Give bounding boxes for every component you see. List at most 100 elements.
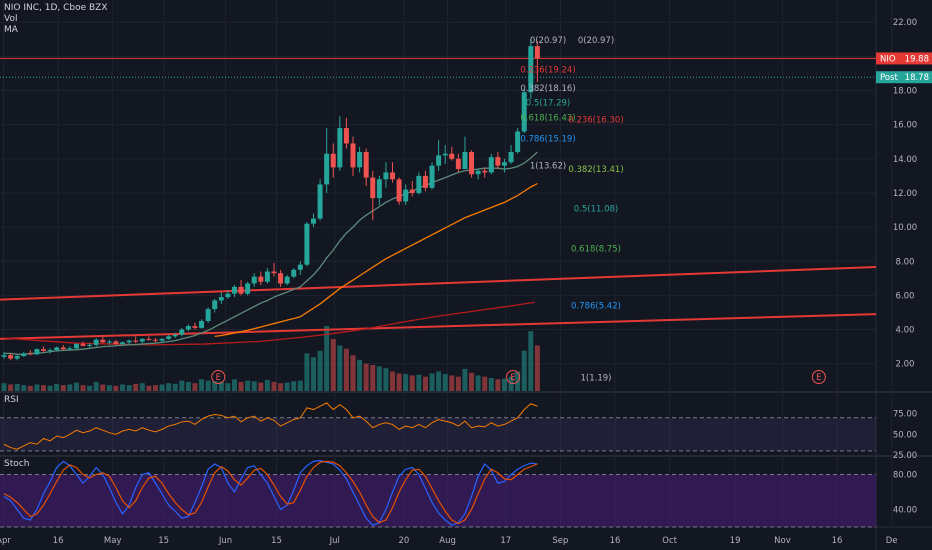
price-tick-label: 6.00 (896, 291, 915, 301)
price-tick-label: 10.00 (893, 223, 917, 233)
volume-bar (133, 383, 139, 391)
volume-bar (67, 384, 73, 391)
candle-body (60, 347, 66, 350)
volume-bar (304, 353, 310, 391)
volume-bar (41, 385, 47, 391)
time-tick-label: Aug (439, 536, 456, 546)
candle-body (225, 293, 231, 298)
price-tag (876, 71, 932, 84)
earnings-marker (211, 370, 226, 384)
fib-level-label: 0(20.97) (578, 36, 614, 46)
volume-bar (416, 374, 422, 391)
volume-bar (297, 380, 303, 391)
earnings-marker (506, 370, 521, 384)
candle-body (488, 157, 494, 173)
candle-body (152, 339, 158, 341)
fib-level-label: 0.618(8.75) (571, 244, 621, 254)
candle-body (350, 143, 356, 168)
candle-body (258, 276, 264, 282)
volume-bar (357, 359, 363, 391)
price-tag-name: Post (880, 73, 898, 83)
rsi-line (3, 402, 538, 450)
volume-bar (73, 382, 79, 391)
volume-bar (495, 379, 501, 391)
price-tick-label: 8.00 (896, 257, 915, 267)
volume-bar (534, 345, 540, 391)
stoch-k-line (3, 459, 538, 526)
candle-body (93, 339, 99, 345)
ma20-line (4, 151, 538, 355)
candle-body (376, 179, 382, 199)
volume-bar (324, 326, 330, 391)
candle-body (218, 297, 224, 301)
fib-level-label: 0.382(13.41) (568, 165, 623, 175)
symbol-title[interactable]: NIO INC, 1D, Cboe BZX (4, 3, 108, 13)
volume-bar (422, 376, 428, 391)
candle-body (179, 329, 185, 335)
candle-body (199, 321, 205, 328)
fib-level-label: 0.236(16.30) (568, 116, 623, 126)
candle-body (231, 286, 237, 294)
volume-bar (409, 375, 415, 391)
stoch-tick-label: 80.00 (893, 471, 917, 481)
candle-body (172, 334, 178, 337)
volume-bar (508, 376, 514, 391)
time-tick-label: Oct (662, 536, 677, 546)
candle-body (41, 349, 47, 351)
price-tag (876, 52, 932, 65)
volume-bar (403, 374, 409, 391)
legend: NIO INC, 1D, Cboe BZX Vol MA (4, 3, 108, 36)
volume-bar (166, 383, 172, 391)
rsi-band (0, 417, 876, 451)
volume-bar (21, 385, 27, 391)
volume-bar (390, 371, 396, 391)
candle-body (159, 338, 165, 341)
volume-bar (258, 382, 264, 391)
volume-bar (310, 357, 316, 391)
volume-bar (521, 350, 527, 391)
candle-body (278, 273, 284, 284)
axes: 22.0020.0018.0016.0014.0012.0010.008.006… (0, 18, 932, 546)
stoch-pane-label[interactable]: Stoch (4, 459, 30, 469)
candle-body (495, 157, 501, 166)
candle-body (528, 46, 534, 93)
price-tag-value: 18.78 (905, 73, 929, 83)
volume-bar (93, 381, 99, 391)
rsi-pane (0, 402, 876, 452)
ma-indicator-label[interactable]: MA (4, 25, 18, 35)
candle-body (449, 153, 455, 159)
time-tick-label: 19 (730, 536, 741, 546)
volume-bar (291, 381, 297, 391)
volume-bar (449, 375, 455, 391)
time-tick-label: 16 (53, 536, 64, 546)
candle-body (113, 341, 119, 345)
time-tick-label: De (886, 536, 898, 546)
candle-body (455, 158, 461, 170)
earnings-marker-label: E (216, 373, 221, 383)
candle-body (166, 336, 172, 339)
fib-level-label: 0.236(19.24) (520, 65, 575, 75)
rsi-pane-label[interactable]: RSI (4, 395, 19, 405)
volume-bar (218, 381, 224, 391)
volume-bar (317, 350, 323, 391)
volume-bar (14, 383, 20, 391)
volume-indicator-label[interactable]: Vol (4, 14, 18, 24)
volume-bar (113, 385, 119, 391)
fib-level-label: 0.5(11.08) (574, 205, 618, 215)
candle-body (106, 341, 112, 343)
volume-bar (528, 331, 534, 391)
volume-bar (436, 371, 442, 391)
earnings-marker-label: E (816, 373, 821, 383)
volume-bar (343, 348, 349, 391)
volume-bar (383, 368, 389, 391)
volume-bar (482, 376, 488, 391)
volume-bar (172, 383, 178, 391)
price-tick-label: 16.00 (893, 121, 917, 131)
volume-bar (264, 379, 270, 391)
candle-body (304, 223, 310, 265)
candle-body (185, 326, 191, 330)
fib-level-label: 0.5(17.29) (526, 99, 570, 109)
candle-body (245, 283, 251, 294)
volume-bar (159, 384, 165, 391)
